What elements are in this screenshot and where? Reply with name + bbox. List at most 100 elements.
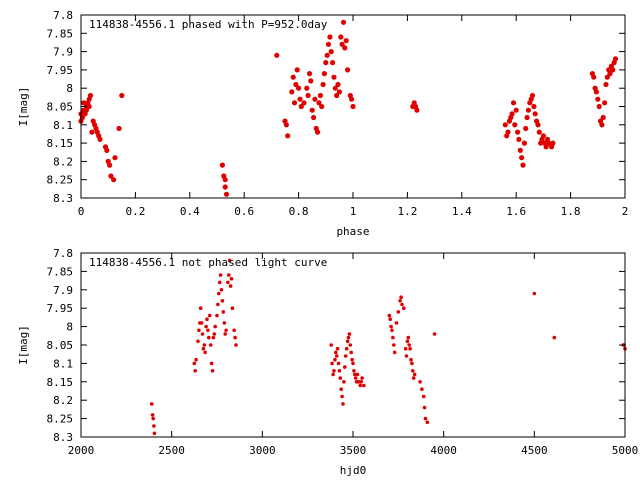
data-point — [203, 350, 207, 355]
data-point — [412, 372, 417, 377]
data-point — [316, 100, 322, 106]
x-tick-label: 4500 — [521, 444, 548, 457]
y-axis-label: I[mag] — [17, 87, 30, 127]
data-point — [334, 92, 340, 99]
data-point — [319, 103, 325, 110]
data-point — [222, 321, 227, 325]
data-point — [325, 41, 332, 47]
data-point — [392, 350, 397, 355]
data-point — [536, 129, 542, 135]
data-point — [407, 343, 412, 347]
data-point — [532, 291, 537, 296]
data-point — [297, 96, 303, 102]
data-point — [398, 299, 402, 303]
x-tick-label: 0.4 — [180, 205, 200, 218]
data-point — [529, 92, 536, 99]
y-tick-label: 7.8 — [53, 9, 73, 22]
data-point — [358, 383, 363, 388]
y-tick-label: 8.3 — [53, 192, 73, 205]
data-point — [550, 140, 556, 146]
data-point — [223, 332, 227, 336]
data-point — [217, 291, 221, 296]
phased-light-curve-panel: 0 0.2 0.4 0.6 0.8 1 1.2 1.4 1.6 1.8 2 7.8 7.85 7.9 7.9… — [17, 9, 628, 238]
data-point — [151, 416, 155, 421]
data-point — [285, 133, 291, 139]
x-tick-label: 2500 — [158, 444, 185, 457]
data-point — [612, 56, 619, 62]
data-point — [335, 81, 341, 88]
y-tick-label: 7.85 — [47, 27, 74, 40]
data-point — [330, 361, 334, 366]
data-point — [607, 71, 613, 77]
x-tick-label: 4000 — [430, 444, 457, 457]
data-point — [274, 52, 280, 58]
data-point — [336, 361, 341, 366]
data-point — [409, 357, 413, 362]
y-tick-label: 8 — [66, 321, 73, 334]
data-point — [387, 313, 392, 318]
x-tick-label: 3500 — [340, 444, 367, 457]
data-point — [520, 162, 526, 168]
data-point — [341, 402, 345, 406]
data-point — [304, 85, 310, 91]
x-tick-label: 0.6 — [234, 205, 254, 218]
data-point — [521, 140, 528, 146]
data-point — [515, 129, 521, 135]
data-point — [308, 78, 314, 84]
data-point — [347, 332, 352, 336]
data-point — [83, 107, 89, 113]
x-tick-label: 0 — [78, 205, 85, 218]
data-point — [394, 321, 399, 325]
data-point — [89, 129, 95, 135]
data-point — [600, 114, 606, 121]
data-point — [352, 369, 356, 373]
data-point — [210, 369, 215, 373]
data-point — [340, 19, 347, 25]
data-point — [215, 313, 219, 318]
data-point — [290, 74, 296, 80]
data-point — [224, 328, 228, 333]
data-point — [216, 302, 220, 307]
data-point — [206, 328, 210, 333]
data-point — [227, 258, 232, 263]
y-tick-label: 8.2 — [53, 394, 73, 407]
x-tick-label: 0.8 — [289, 205, 309, 218]
data-point — [591, 74, 597, 80]
y-tick-label: 8.25 — [47, 174, 74, 187]
data-point — [392, 343, 396, 347]
data-point — [200, 332, 205, 336]
data-point — [196, 339, 200, 344]
data-point — [301, 100, 307, 106]
data-point — [283, 122, 289, 128]
data-point — [213, 324, 217, 329]
data-point — [211, 335, 216, 340]
data-point — [112, 155, 118, 161]
data-point — [323, 60, 329, 66]
data-point — [546, 140, 552, 146]
data-point — [344, 346, 349, 351]
data-point — [519, 155, 525, 161]
data-point — [350, 357, 354, 362]
data-point — [345, 67, 351, 73]
data-point — [593, 89, 600, 95]
data-point — [338, 376, 343, 380]
data-point — [509, 111, 515, 117]
data-point — [218, 273, 223, 277]
data-point — [209, 361, 214, 366]
data-point — [531, 103, 537, 110]
data-point — [610, 67, 616, 73]
data-point — [315, 129, 321, 135]
data-point — [423, 416, 428, 421]
data-point — [360, 376, 364, 380]
data-point — [599, 122, 605, 128]
data-point — [388, 317, 393, 322]
y-tick-label: 8.05 — [47, 339, 74, 352]
data-point — [359, 380, 364, 384]
data-point — [152, 431, 157, 436]
data-point — [362, 383, 366, 388]
data-point — [207, 313, 212, 318]
data-point — [230, 306, 235, 311]
data-point — [336, 89, 342, 95]
data-point — [351, 361, 355, 366]
data-point — [219, 162, 225, 168]
